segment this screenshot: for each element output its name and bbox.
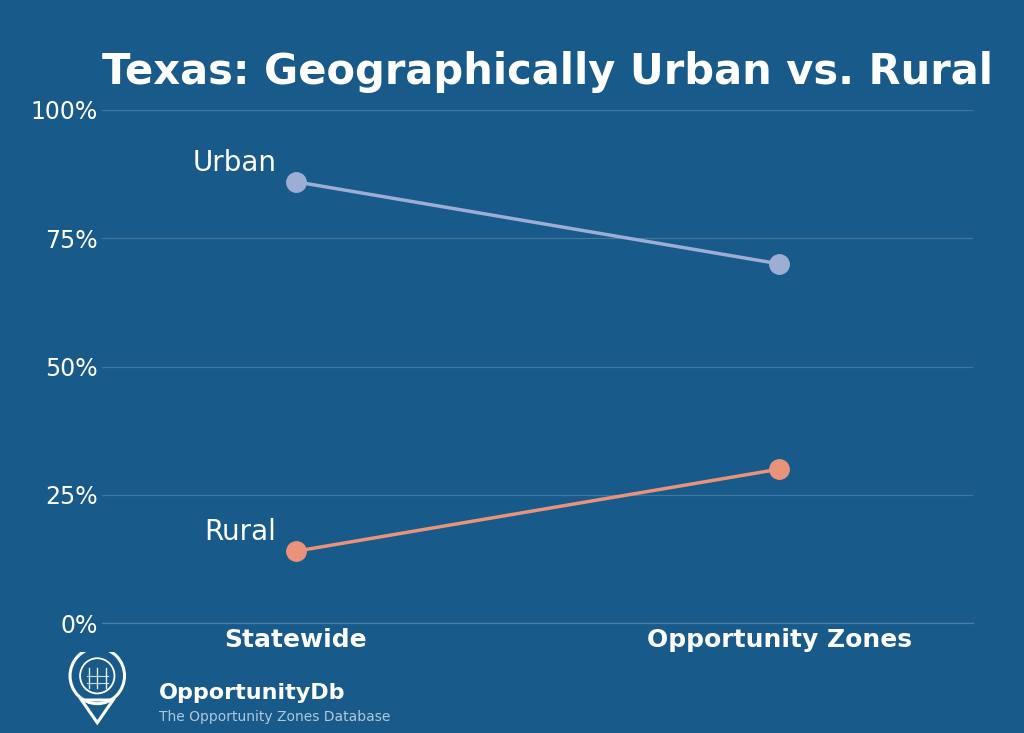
Text: The Opportunity Zones Database: The Opportunity Zones Database (159, 710, 390, 724)
Text: Texas: Geographically Urban vs. Rural: Texas: Geographically Urban vs. Rural (102, 51, 993, 93)
Text: Urban: Urban (193, 149, 276, 177)
Text: Rural: Rural (205, 518, 276, 546)
Text: OpportunityDb: OpportunityDb (159, 682, 345, 703)
